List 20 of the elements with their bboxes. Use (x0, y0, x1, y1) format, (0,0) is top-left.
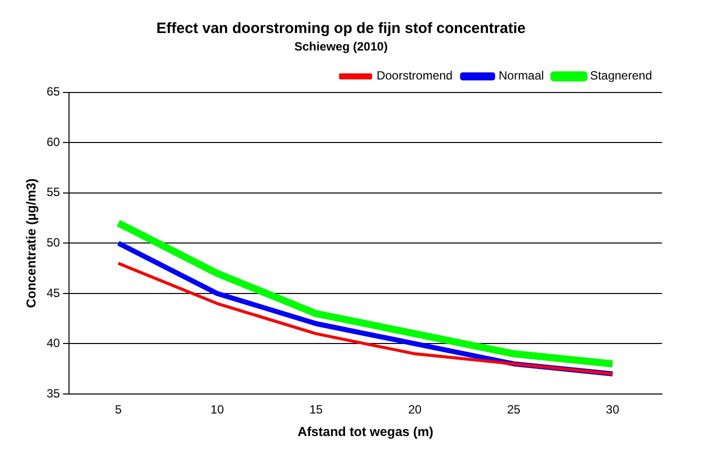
legend-label: Normaal (498, 68, 544, 83)
x-tick-label: 25 (507, 402, 521, 417)
y-tick-label: 55 (46, 185, 60, 200)
x-axis-title: Afstand tot wegas (m) (298, 424, 434, 439)
y-tick-label: 65 (46, 84, 60, 99)
y-tick-label: 40 (46, 336, 60, 350)
x-tick-label: 10 (210, 402, 224, 417)
legend-label: Stagnerend (590, 68, 652, 83)
y-tick-label: 35 (46, 386, 60, 400)
x-tick-label: 15 (309, 402, 324, 417)
chart-title: Effect van doorstroming op de fijn stof concentratie (156, 20, 526, 38)
x-tick-label: 30 (606, 402, 620, 417)
y-tick-label: 50 (46, 236, 60, 250)
y-axis-title: Concentratie (µg/m3) (23, 178, 38, 308)
legend-label: Doorstromend (376, 68, 453, 83)
chart-subtitle: Schieweg (2010) (294, 40, 388, 54)
x-tick-label: 20 (408, 402, 422, 417)
y-tick-label: 60 (46, 134, 60, 149)
y-tick-label: 45 (46, 286, 60, 300)
x-tick-label: 5 (115, 402, 122, 417)
